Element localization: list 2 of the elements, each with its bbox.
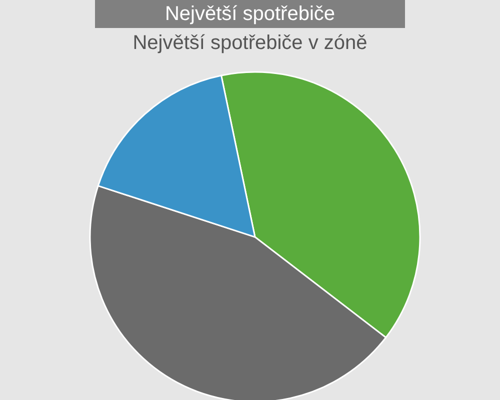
chart-title: Největší spotřebiče (95, 0, 405, 28)
chart-subtitle: Největší spotřebiče v zóně (132, 32, 368, 55)
